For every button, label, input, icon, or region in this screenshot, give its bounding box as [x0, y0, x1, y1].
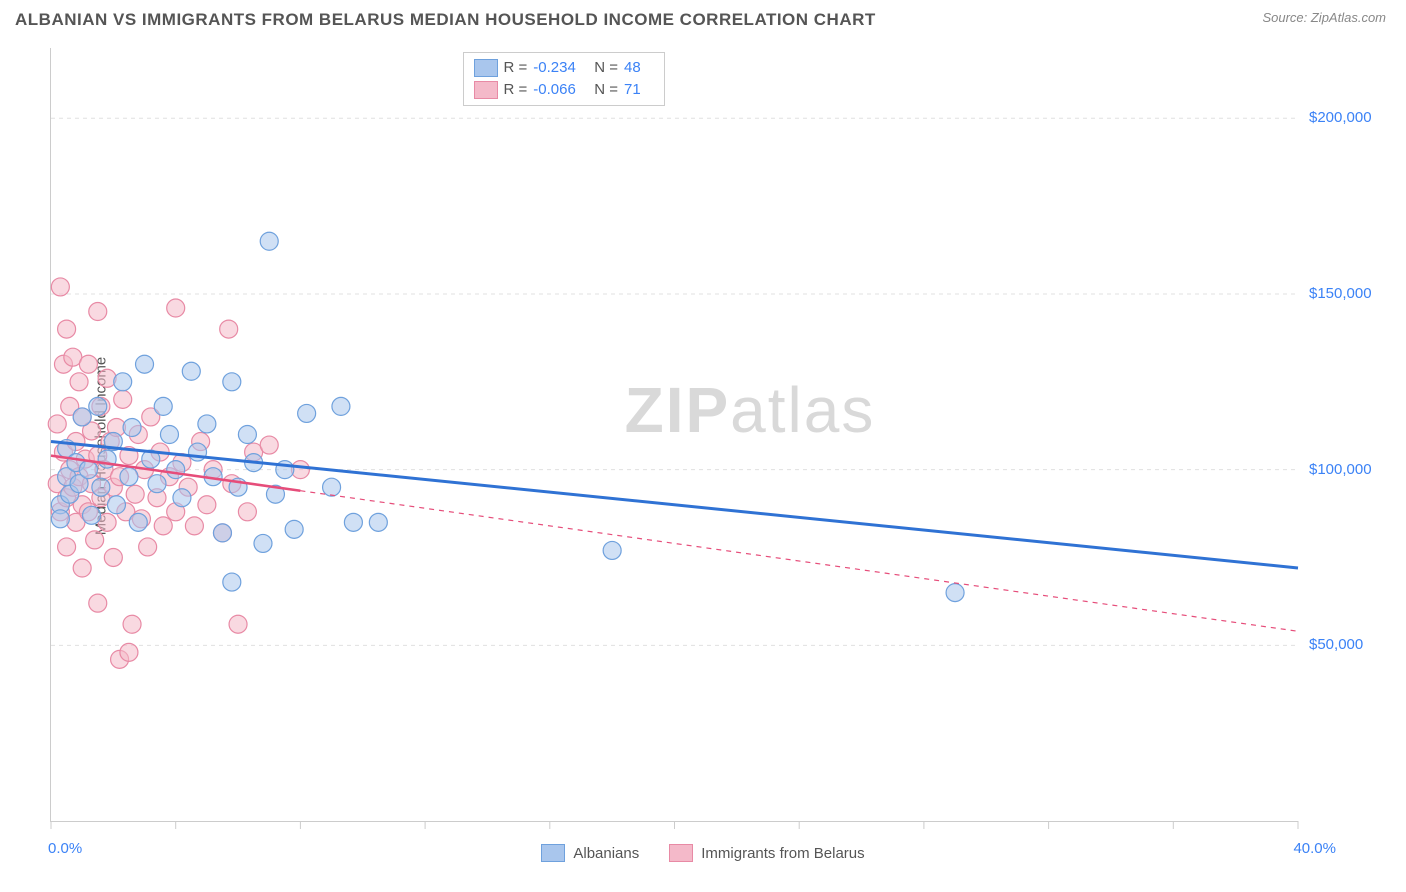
- swatch-icon: [541, 844, 565, 862]
- swatch-icon: [669, 844, 693, 862]
- y-tick-label: $150,000: [1309, 285, 1372, 302]
- y-tick-label: $200,000: [1309, 109, 1372, 126]
- y-tick-label: $50,000: [1309, 636, 1363, 653]
- legend-correlations: R =-0.234 N = 48 R =-0.066 N = 71: [463, 52, 666, 106]
- n-label: N =: [594, 57, 618, 79]
- source-attribution: Source: ZipAtlas.com: [1262, 10, 1386, 25]
- legend-label: Albanians: [573, 845, 639, 862]
- r-label: R =: [504, 57, 528, 79]
- n-label: N =: [594, 79, 618, 101]
- plot-svg: [51, 48, 1298, 821]
- title-bar: ALBANIAN VS IMMIGRANTS FROM BELARUS MEDI…: [15, 10, 1391, 40]
- legend-stat-row: R =-0.066 N = 71: [474, 79, 655, 101]
- swatch-icon: [474, 59, 498, 77]
- legend-series: Albanians Immigrants from Belarus: [0, 844, 1406, 862]
- legend-stat-row: R =-0.234 N = 48: [474, 57, 655, 79]
- n-value: 71: [624, 79, 654, 101]
- legend-label: Immigrants from Belarus: [701, 845, 864, 862]
- swatch-icon: [474, 81, 498, 99]
- plot-area: ZIPatlas R =-0.234N =48R =-0.066N =71: [50, 48, 1298, 822]
- chart-container: ALBANIAN VS IMMIGRANTS FROM BELARUS MEDI…: [0, 0, 1406, 892]
- chart-title: ALBANIAN VS IMMIGRANTS FROM BELARUS MEDI…: [15, 10, 876, 29]
- r-label: R =: [504, 79, 528, 101]
- r-value: -0.066: [533, 79, 588, 101]
- r-value: -0.234: [533, 57, 588, 79]
- y-tick-label: $100,000: [1309, 461, 1372, 478]
- legend-item-belarus: Immigrants from Belarus: [669, 844, 864, 862]
- n-value: 48: [624, 57, 654, 79]
- legend-item-albanians: Albanians: [541, 844, 639, 862]
